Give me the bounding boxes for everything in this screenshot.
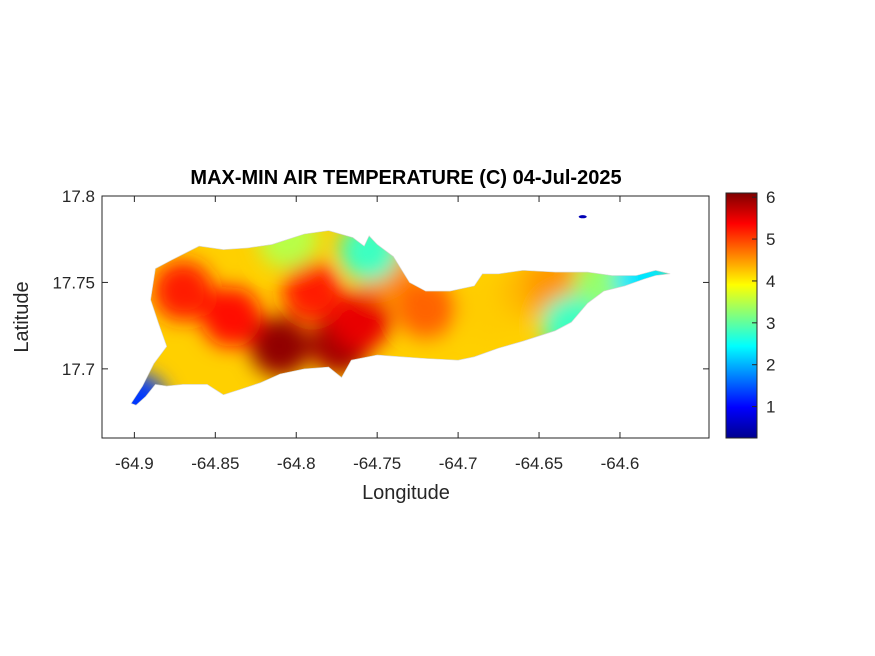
field-hotspot-2 <box>331 290 391 351</box>
colorbar <box>725 192 758 439</box>
island-coastline <box>130 230 671 406</box>
chart-title: MAX-MIN AIR TEMPERATURE (C) 04-Jul-2025 <box>190 167 621 189</box>
colorbar-tick-label: 1 <box>766 398 775 417</box>
y-tick-label: 17.7 <box>62 360 95 379</box>
x-tick-label: -64.9 <box>115 454 154 473</box>
x-tick-label: -64.7 <box>439 454 478 473</box>
colorbar-tick-label: 5 <box>766 230 775 249</box>
field-hotspot-7 <box>395 278 456 339</box>
x-tick-label: -64.85 <box>191 454 239 473</box>
x-tick-label: -64.75 <box>353 454 401 473</box>
field-hotspot-3 <box>201 287 262 347</box>
field-hotspot-0 <box>250 316 311 377</box>
y-axis-ticks: 17.7 17.75 17.8 <box>52 187 709 379</box>
x-axis-label: Longitude <box>362 482 450 504</box>
colorbar-tick-label: 6 <box>766 188 775 207</box>
field-hotspot-5 <box>282 261 343 322</box>
y-tick-label: 17.8 <box>62 187 95 206</box>
colorbar-tick-label: 2 <box>766 356 775 375</box>
y-tick-label: 17.75 <box>52 273 95 292</box>
y-axis-label: Latitude <box>11 281 33 352</box>
x-tick-label: -64.6 <box>601 454 640 473</box>
x-tick-label: -64.8 <box>277 454 316 473</box>
colorbar-tick-label: 4 <box>766 272 775 291</box>
colorbar-tick-label: 3 <box>766 314 775 333</box>
field-hotspot-4 <box>152 261 213 322</box>
x-axis-ticks: -64.9 -64.85 -64.8 -64.75 -64.7 -64.65 -64.6 <box>115 196 639 473</box>
x-tick-label: -64.65 <box>515 454 563 473</box>
islet-marker <box>578 215 587 219</box>
colorbar-ticks: 1 2 3 4 5 6 <box>752 188 775 417</box>
